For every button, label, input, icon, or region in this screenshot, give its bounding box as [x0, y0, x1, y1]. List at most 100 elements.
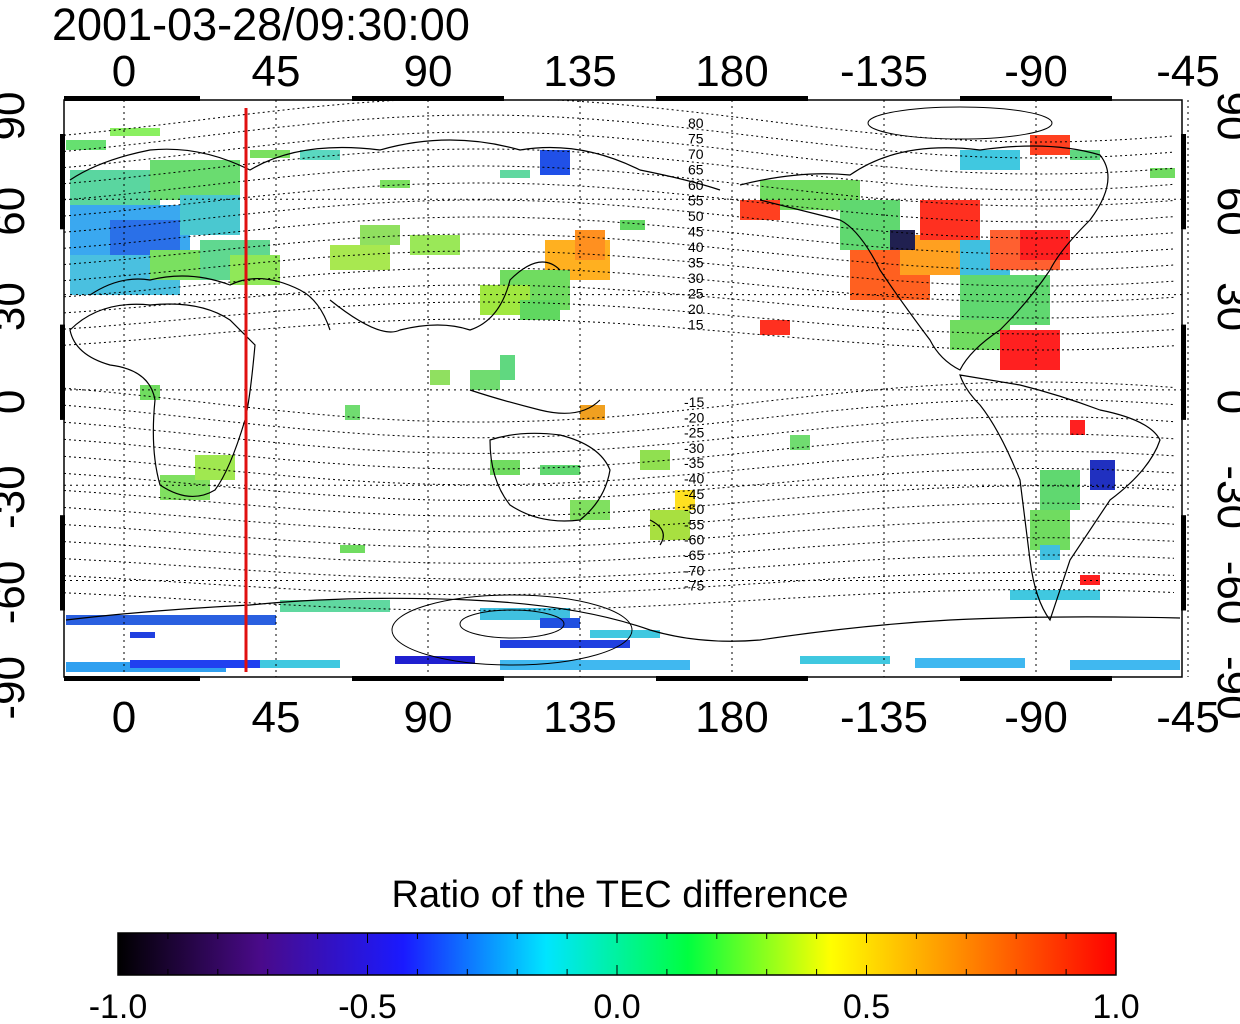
contour-label: -70 [684, 562, 704, 578]
contour-line [64, 216, 1175, 255]
contour-label: -65 [684, 547, 704, 563]
y-tick-label-right: 90 [1208, 92, 1240, 141]
contour-label: -35 [684, 455, 704, 471]
contour-line [64, 502, 1175, 533]
contour-label: -75 [684, 578, 704, 594]
contour-label: -55 [684, 516, 704, 532]
contour-line [64, 589, 1175, 611]
contour-line [64, 165, 1175, 207]
x-tick-label-top: 0 [112, 47, 136, 96]
contour-line [64, 318, 1175, 351]
colorbar-ticks [117, 933, 1117, 975]
contour-line [64, 301, 1175, 335]
contour-line [64, 519, 1175, 549]
y-tick-label-left: 90 [0, 92, 34, 141]
y-tick-label-left: -30 [0, 465, 34, 529]
x-tick-label-top: 90 [404, 47, 453, 96]
contour-label: 65 [688, 162, 704, 178]
contour-label: 40 [688, 239, 704, 255]
x-tick-label-top: 45 [252, 47, 301, 96]
contour-line [64, 398, 1175, 439]
colorbar-tick-label: 0.5 [843, 988, 890, 1024]
contour-label: 15 [688, 317, 704, 333]
contour-line [64, 468, 1175, 501]
contour-line [64, 250, 1175, 287]
x-tick-label-top: -90 [1004, 47, 1068, 96]
contour-label: 50 [688, 208, 704, 224]
x-tick-label-bottom: -45 [1156, 693, 1220, 742]
contour-line [64, 416, 1175, 454]
y-tick-label-right: -90 [1208, 656, 1240, 720]
contour-label: -25 [684, 425, 704, 441]
contour-label: 30 [688, 270, 704, 286]
y-tick-label-left: -90 [0, 656, 34, 720]
y-tick-labels-right: 90 60 30 0 -30 -60 -90 [1208, 92, 1240, 720]
contour-line [64, 100, 1175, 143]
contour-label: -45 [684, 486, 704, 502]
graticule [64, 100, 1189, 677]
y-tick-label-left: 30 [0, 282, 34, 331]
colorbar-tick-label: -0.5 [338, 988, 397, 1024]
colorbar-tick-label: 1.0 [1092, 988, 1139, 1024]
contour-line [64, 267, 1175, 303]
contour-loop [867, 106, 1053, 140]
contour-line [64, 182, 1175, 223]
contour-line [64, 114, 1175, 159]
contour-label: 20 [688, 301, 704, 317]
magnetic-latitude-contours [64, 100, 1175, 666]
contour-line [64, 131, 1175, 175]
contour-label: 60 [688, 177, 704, 193]
y-tick-labels-left: 90 60 30 0 -30 -60 -90 [0, 92, 34, 720]
contour-line [64, 233, 1175, 271]
y-tick-label-right: 60 [1208, 187, 1240, 236]
x-tick-label-bottom: 135 [543, 693, 616, 742]
contour-line [64, 537, 1175, 564]
x-tick-labels-bottom: 0 45 90 135 180 -135 -90 -45 [112, 693, 1220, 742]
contour-label: 55 [688, 193, 704, 209]
contour-line [64, 554, 1175, 580]
contour-label: 80 [688, 115, 704, 131]
contour-label: 70 [688, 146, 704, 162]
x-tick-label-top: -45 [1156, 47, 1220, 96]
y-tick-label-right: 30 [1208, 282, 1240, 331]
plot-title: 2001-03-28/09:30:00 [52, 0, 470, 50]
contour-label: -20 [684, 409, 704, 425]
y-tick-label-right: -60 [1208, 561, 1240, 625]
x-tick-label-top: -135 [840, 47, 928, 96]
contour-label: 45 [688, 224, 704, 240]
contour-label: -30 [684, 440, 704, 456]
y-tick-label-left: 0 [0, 390, 34, 414]
colorbar-tick-label: -1.0 [89, 988, 148, 1024]
contour-line [64, 381, 1175, 423]
x-tick-label-bottom: 180 [695, 693, 768, 742]
x-tick-label-bottom: -90 [1004, 693, 1068, 742]
contour-label: 25 [688, 286, 704, 302]
contour-loop [391, 594, 633, 666]
tec-ratio-patches [66, 128, 1180, 672]
y-tick-label-right: 0 [1208, 390, 1240, 414]
coastlines [65, 139, 1181, 642]
x-tick-label-top: 135 [543, 47, 616, 96]
y-tick-label-left: 60 [0, 187, 34, 236]
contour-label: -40 [684, 471, 704, 487]
x-tick-label-bottom: 0 [112, 693, 136, 742]
contour-label: -50 [684, 501, 704, 517]
colorbar-tick-labels: -1.0 -0.5 0.0 0.5 1.0 [89, 988, 1140, 1024]
contour-line [64, 485, 1175, 517]
contour-line [64, 433, 1175, 470]
colorbar-title: Ratio of the TEC difference [391, 874, 849, 916]
x-tick-label-bottom: 90 [404, 693, 453, 742]
axis-frame-bars [60, 96, 1186, 681]
contour-line [64, 284, 1175, 319]
contour-line [64, 450, 1175, 486]
contour-label: -15 [684, 394, 704, 410]
contour-line [64, 199, 1175, 239]
contour-line [64, 571, 1175, 596]
x-tick-label-bottom: 45 [252, 693, 301, 742]
contour-line [64, 148, 1175, 191]
y-tick-label-left: -60 [0, 561, 34, 625]
x-tick-label-bottom: -135 [840, 693, 928, 742]
colorbar-tick-label: 0.0 [593, 988, 640, 1024]
